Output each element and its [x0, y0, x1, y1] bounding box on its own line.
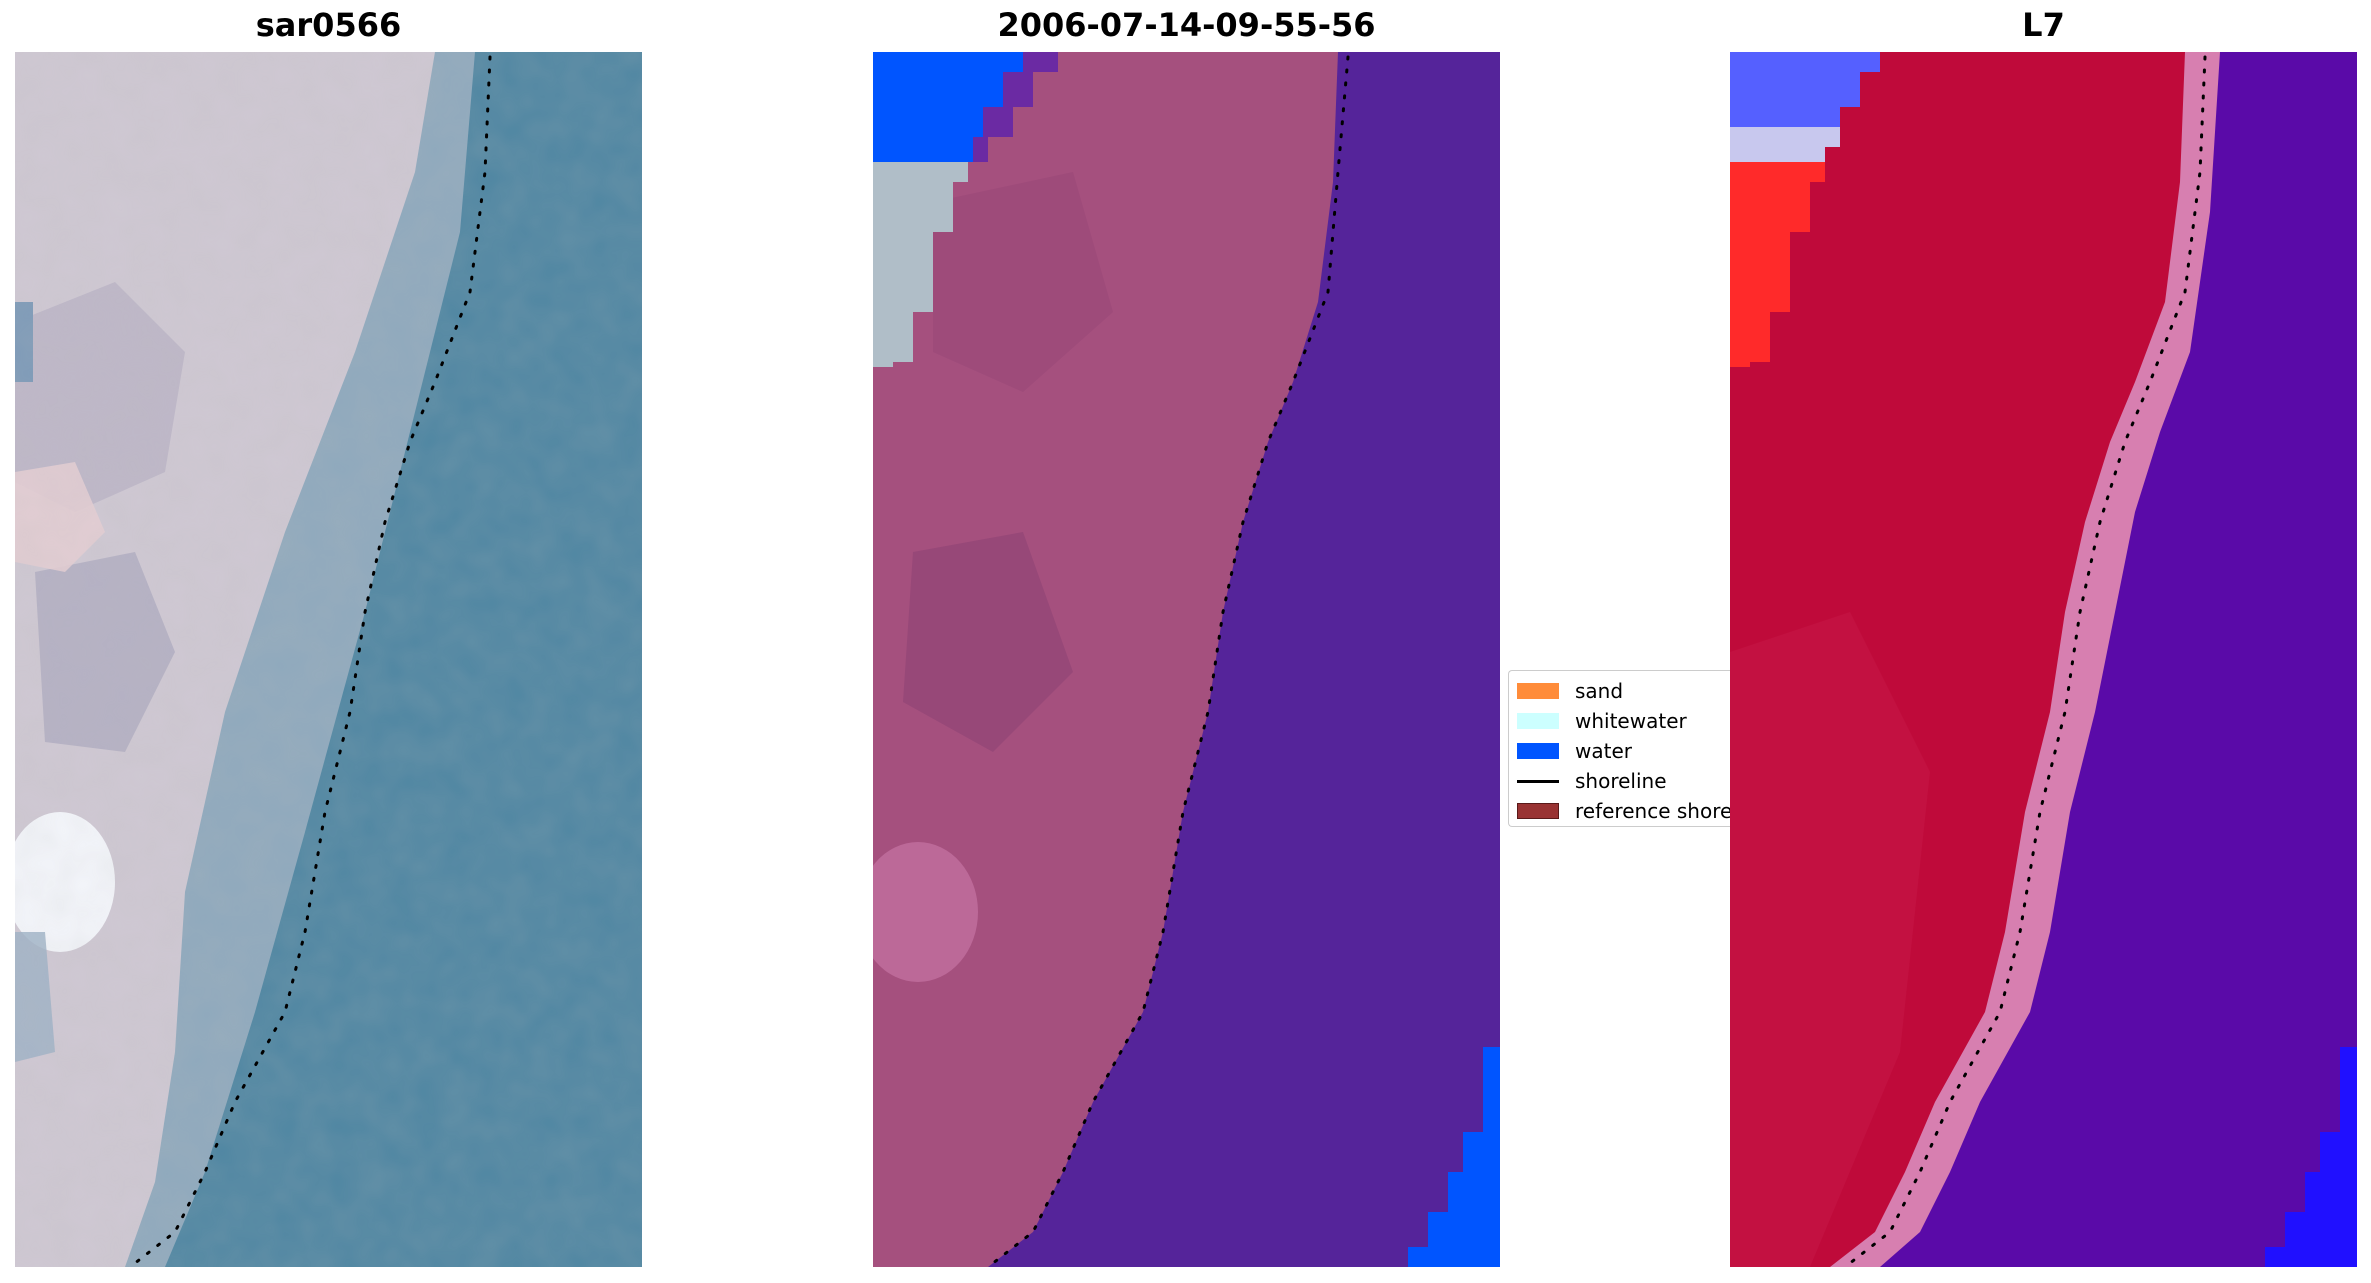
- land-dark-patch: [933, 172, 1113, 392]
- classified-image: [873, 52, 1500, 1267]
- legend-item-whitewater: whitewater: [1517, 708, 1687, 734]
- rgb-image: [15, 52, 642, 1267]
- shoreline-dots: [1843, 55, 2207, 1267]
- sand-swatch: [1517, 683, 1559, 699]
- water-swatch: [1517, 743, 1559, 759]
- legend-label: sand: [1575, 679, 1624, 703]
- legend-item-sand: sand: [1517, 678, 1623, 704]
- panel-title-rgb: sar0566: [255, 6, 402, 44]
- index-red-topleft: [1730, 162, 1825, 367]
- legend-item-reference-shoreline: reference shoreline: [1517, 798, 1730, 824]
- legend: sand whitewater water shoreline referenc…: [1508, 670, 1730, 827]
- shoreline-dots: [986, 55, 1350, 1267]
- legend-item-water: water: [1517, 738, 1632, 764]
- class-topleft-fringe: [973, 52, 1058, 162]
- index-land-lighter: [1730, 612, 1930, 1267]
- grain-overlay: [15, 52, 642, 1267]
- shoreline-dots: [128, 55, 492, 1267]
- index-blue-topleft: [1730, 52, 1880, 127]
- land-dark-patch-2: [903, 532, 1073, 752]
- panel-title-classified: 2006-07-14-09-55-56: [997, 6, 1376, 44]
- shoreline-line-swatch: [1517, 779, 1559, 783]
- reference-shoreline-swatch: [1517, 803, 1559, 819]
- panel-title-index: L7: [2022, 6, 2065, 44]
- legend-label: whitewater: [1575, 709, 1687, 733]
- whitewater-swatch: [1517, 713, 1559, 729]
- index-white-strip: [1730, 127, 1840, 162]
- land-bright-patch: [873, 842, 978, 982]
- class-whitewater-patch: [873, 162, 968, 367]
- class-water-bottomright: [1408, 1047, 1500, 1267]
- index-image: [1730, 52, 2357, 1267]
- legend-item-shoreline: shoreline: [1517, 768, 1667, 794]
- legend-label: shoreline: [1575, 769, 1667, 793]
- legend-label: reference shoreline: [1575, 799, 1730, 823]
- class-water-topleft: [873, 52, 1023, 162]
- index-blue-bottomright: [2265, 1047, 2357, 1267]
- legend-label: water: [1575, 739, 1632, 763]
